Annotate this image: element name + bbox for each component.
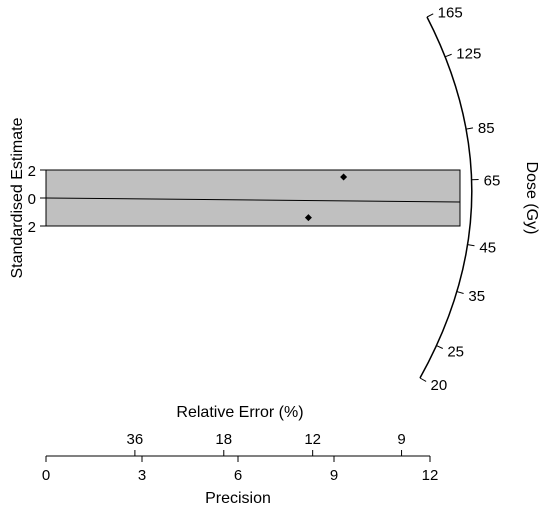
- precision-ticks: 0 3 6 9 12: [42, 456, 439, 484]
- confidence-band: [45, 169, 461, 227]
- dose-tick-label: 85: [478, 120, 495, 137]
- relative-error-label: Relative Error (%): [176, 404, 303, 421]
- dose-axis-label: Dose (Gy): [523, 162, 540, 235]
- relative-error-tick-label: 18: [215, 431, 232, 448]
- dose-tick-label: 165: [438, 5, 463, 22]
- dose-tick-mark: [467, 244, 475, 247]
- data-points: [304, 173, 348, 222]
- dose-tick-mark: [426, 13, 434, 18]
- precision-axis-label: Precision: [205, 490, 271, 507]
- dose-tick-label: 25: [447, 344, 464, 361]
- data-point: [304, 214, 312, 222]
- central-value-line: [45, 197, 461, 203]
- precision-tick-label: 6: [234, 467, 242, 484]
- dose-tick-mark: [466, 127, 474, 130]
- dose-tick-label: 35: [468, 288, 485, 305]
- precision-tick-label: 0: [42, 467, 50, 484]
- precision-tick-label: 12: [422, 467, 439, 484]
- dose-tick-label: 45: [479, 240, 496, 257]
- dose-tick-mark: [436, 345, 444, 349]
- precision-tick-label: 9: [330, 467, 338, 484]
- y-ticks: 2 0 2: [28, 163, 46, 236]
- relative-error-ticks: 36 18 12 9: [127, 431, 406, 456]
- precision-tick-label: 3: [138, 467, 146, 484]
- dose-tick-label: 65: [484, 172, 501, 189]
- y-tick-label: 0: [28, 191, 36, 208]
- relative-error-tick-label: 36: [127, 431, 144, 448]
- dose-tick-mark: [456, 291, 464, 295]
- dose-tick-label: 20: [430, 377, 447, 394]
- dose-tick-label: 125: [456, 45, 481, 62]
- data-point: [340, 173, 348, 181]
- dose-arc: [419, 16, 473, 379]
- y-axis-label: Standardised Estimate: [9, 117, 26, 278]
- y-tick-label: 2: [28, 219, 36, 236]
- y-tick-label: 2: [28, 163, 36, 180]
- relative-error-tick-label: 12: [304, 431, 321, 448]
- dose-tick-mark: [419, 377, 427, 382]
- relative-error-tick-label: 9: [397, 431, 405, 448]
- dose-tick-mark: [444, 53, 452, 58]
